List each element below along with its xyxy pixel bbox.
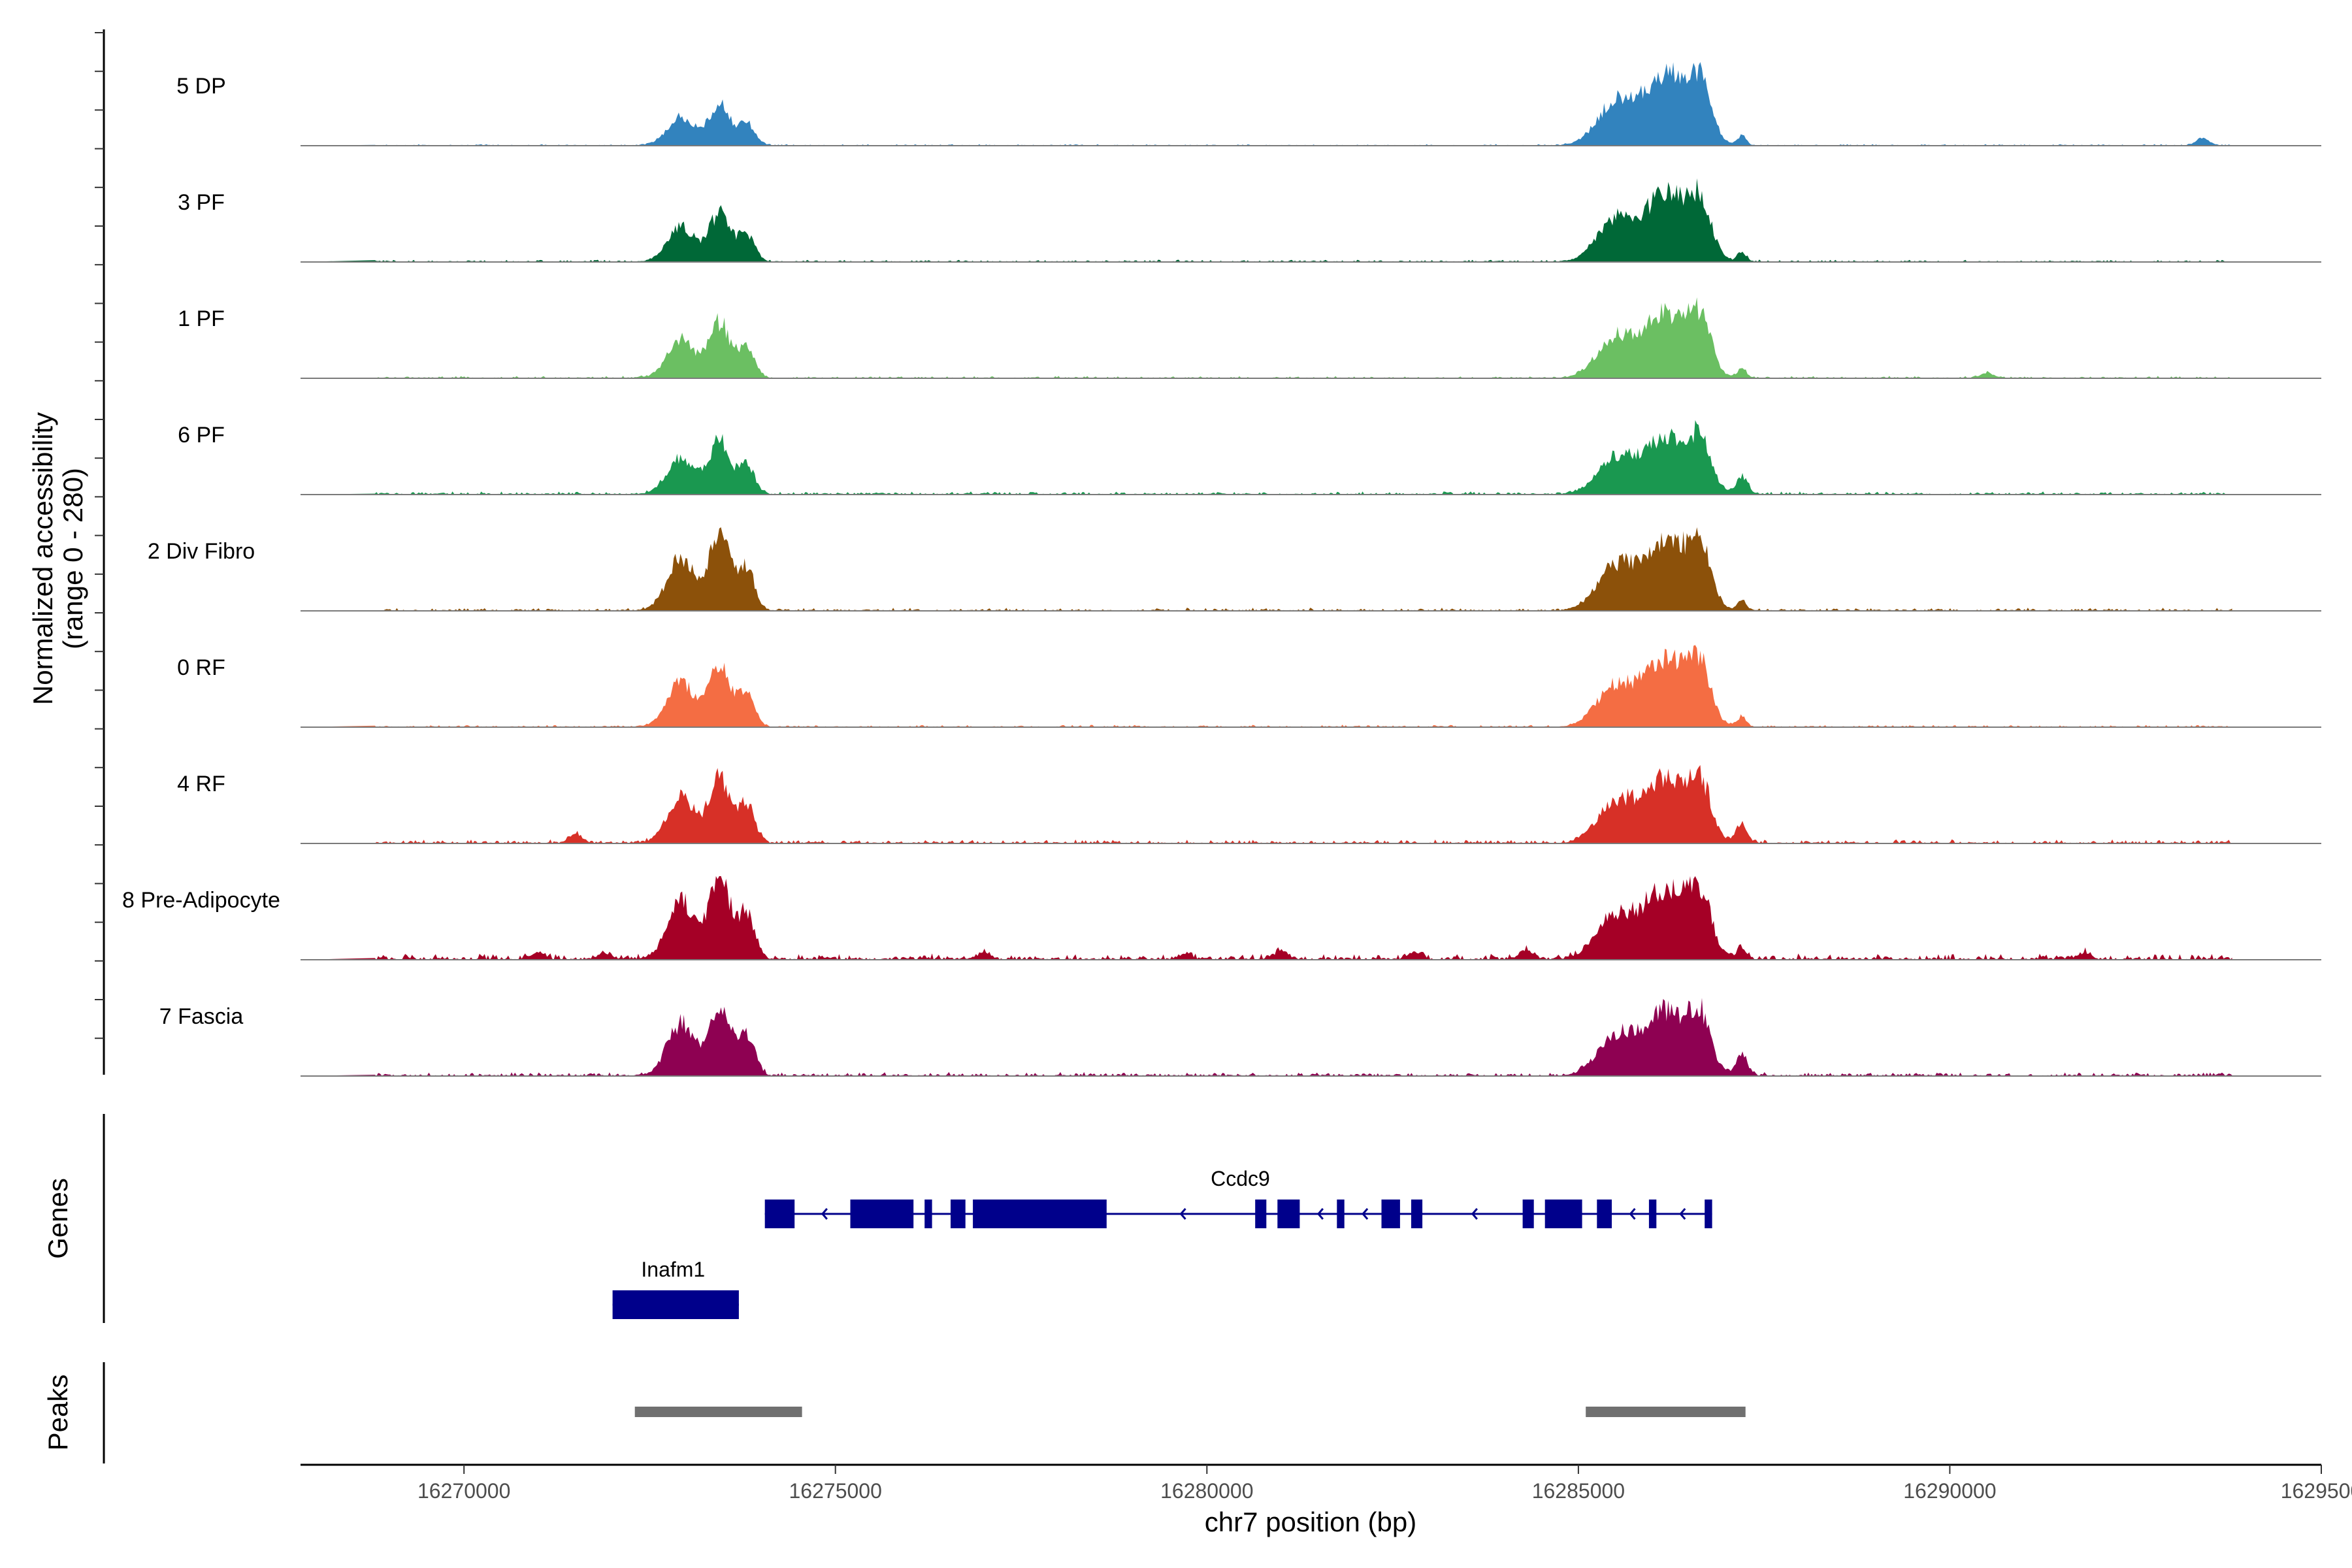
track-label: 1 PF xyxy=(178,306,225,331)
track-7-fascia: 7 Fascia xyxy=(159,998,2321,1077)
exon xyxy=(973,1200,1107,1228)
gene-inafm1: Inafm1 xyxy=(612,1258,739,1319)
track-label: 2 Div Fibro xyxy=(148,539,255,564)
track-3-pf: 3 PF xyxy=(178,178,2321,263)
track-4-rf: 4 RF xyxy=(177,765,2321,844)
exon xyxy=(1337,1200,1345,1228)
exon xyxy=(1277,1200,1300,1228)
peak-regions xyxy=(634,1407,1746,1417)
track-label: 3 PF xyxy=(178,190,225,215)
genes-panel-label: Genes xyxy=(42,1178,73,1259)
track-label: 6 PF xyxy=(178,423,225,448)
track-label: 5 DP xyxy=(176,74,226,99)
strand-arrow xyxy=(1679,1208,1686,1220)
strand-arrow xyxy=(821,1208,828,1220)
coverage-y-ticks xyxy=(95,32,104,1039)
gene-name-label: Inafm1 xyxy=(641,1258,705,1281)
x-axis-title: chr7 position (bp) xyxy=(1205,1507,1417,1537)
x-tick-label: 16285000 xyxy=(1532,1479,1625,1503)
coverage-area xyxy=(301,876,2232,960)
exon xyxy=(1255,1200,1267,1228)
exon xyxy=(850,1200,914,1228)
exon xyxy=(951,1200,966,1228)
y-axis-title-line1: Normalized accessibility xyxy=(27,412,58,705)
peak-bar xyxy=(1586,1407,1746,1417)
peaks-panel-label: Peaks xyxy=(42,1375,73,1451)
exon xyxy=(1381,1200,1400,1228)
coverage-area xyxy=(301,527,2232,611)
strand-arrow xyxy=(1179,1208,1186,1220)
exon xyxy=(1597,1200,1612,1228)
x-tick-label: 1629500 xyxy=(2281,1479,2352,1503)
gene-ccdc9: Ccdc9 xyxy=(764,1167,1712,1228)
coverage-area xyxy=(301,998,2232,1076)
exon xyxy=(764,1200,795,1228)
strand-arrow xyxy=(1471,1208,1478,1220)
coverage-area xyxy=(301,765,2232,843)
x-axis-ticks: 16270000 16275000 16280000 16285000 16290000… xyxy=(417,1465,2352,1503)
x-tick-label: 16275000 xyxy=(789,1479,882,1503)
track-0-rf: 0 RF xyxy=(177,645,2321,728)
x-tick-label: 16270000 xyxy=(417,1479,510,1503)
track-label: 4 RF xyxy=(177,772,225,796)
exon xyxy=(1648,1200,1657,1228)
exon xyxy=(612,1290,739,1319)
exon xyxy=(1411,1200,1423,1228)
track-label: 7 Fascia xyxy=(159,1004,244,1029)
x-tick-label: 16290000 xyxy=(1903,1479,1996,1503)
peak-bar xyxy=(634,1407,802,1417)
y-axis-title-line2: (range 0 - 280) xyxy=(57,468,88,649)
track-6-pf: 6 PF xyxy=(178,420,2321,495)
track-label: 8 Pre-Adipocyte xyxy=(122,888,280,913)
exon xyxy=(1522,1200,1534,1228)
track-2-div-fibro: 2 Div Fibro xyxy=(148,527,2321,612)
x-tick-label: 16280000 xyxy=(1160,1479,1253,1503)
exon xyxy=(924,1200,932,1228)
exon xyxy=(1705,1200,1712,1228)
track-1-pf: 1 PF xyxy=(178,297,2321,379)
track-5-dp: 5 DP xyxy=(176,62,2321,146)
gene-name-label: Ccdc9 xyxy=(1211,1167,1270,1190)
track-label: 0 RF xyxy=(177,655,225,680)
strand-arrow xyxy=(1629,1208,1636,1220)
track-8-pre-adipocyte: 8 Pre-Adipocyte xyxy=(122,876,2321,960)
strand-arrow xyxy=(1316,1208,1324,1220)
coverage-tracks: 5 DP 3 PF 1 PF 6 PF 2 Div Fibro 0 RF 4 RF 8 Pre… xyxy=(122,62,2321,1077)
gene-annotations: Ccdc9 Inafm1 xyxy=(612,1167,1712,1319)
exon xyxy=(1544,1200,1582,1228)
strand-arrow xyxy=(1362,1208,1369,1220)
